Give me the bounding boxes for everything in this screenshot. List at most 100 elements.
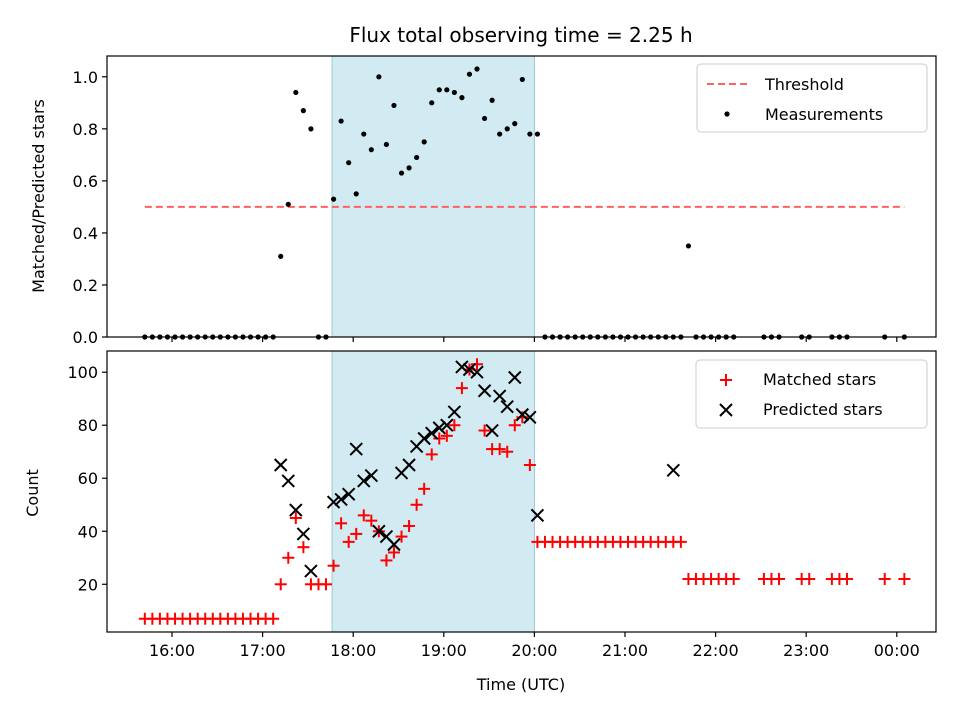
measurements-legend-swatch	[724, 111, 730, 117]
top-legend-box	[696, 63, 928, 133]
predicted-star-point	[455, 360, 469, 374]
x-tick-label: 18:00	[330, 641, 376, 660]
predicted-star-point	[425, 426, 439, 440]
matched-star-point	[674, 535, 687, 548]
measurement-point	[512, 121, 518, 127]
x-tick-label: 23:00	[783, 641, 829, 660]
predicted-star-point	[666, 463, 681, 477]
matched-legend-swatch	[720, 374, 732, 386]
predicted-star-point	[500, 399, 514, 414]
threshold-legend-label: Threshold	[764, 75, 844, 94]
predicted-star-point	[334, 492, 348, 507]
bottom-shaded-region	[331, 350, 535, 633]
measurement-point	[353, 191, 359, 197]
measurement-point	[383, 141, 390, 148]
matched-star-point	[342, 535, 355, 548]
x-tick-label: 19:00	[421, 641, 467, 660]
bottom-y-ticks: 20 40 60 80 100	[67, 363, 107, 594]
measurement-point	[436, 87, 442, 93]
matched-star-points	[138, 358, 911, 625]
measurement-point	[330, 196, 337, 202]
measurement-point	[481, 115, 488, 122]
predicted-star-point	[274, 458, 288, 472]
bottom-y-tick-label: 20	[78, 575, 98, 594]
measurement-point	[368, 147, 374, 153]
matched-star-point	[410, 498, 423, 511]
chart-title: Flux total observing time = 2.25 h	[349, 23, 692, 47]
matched-star-point	[327, 559, 340, 572]
matched-star-point	[727, 572, 740, 585]
matched-star-point	[425, 448, 438, 461]
measurement-point	[293, 89, 299, 96]
matched-star-point	[501, 445, 514, 458]
x-tick-label: 17:00	[240, 641, 286, 660]
matched-star-point	[274, 578, 287, 591]
predicted-star-point	[281, 474, 295, 488]
matched-star-point	[380, 554, 393, 567]
predicted-star-point	[349, 442, 363, 456]
bottom-x-ticks: 16:00 17:00 18:00 19:00 20:00 21:00 22:00 23:00…	[149, 632, 920, 660]
measurement-point	[361, 131, 367, 137]
predicted-star-point	[304, 564, 318, 578]
top-y-axis-label: Matched/Predicted stars	[29, 99, 48, 293]
bottom-y-axis-label: Count	[23, 469, 42, 517]
matched-star-point	[365, 514, 378, 527]
predicted-star-point	[326, 495, 341, 509]
top-legend: Threshold Measurements	[696, 63, 928, 133]
bottom-y-tick-label: 100	[67, 363, 98, 382]
measurement-point	[414, 154, 420, 161]
measurement-point	[451, 89, 457, 96]
matched-star-point	[493, 443, 506, 456]
matched-star-point	[448, 419, 461, 432]
predicted-star-point	[523, 410, 537, 424]
measurement-point	[278, 253, 284, 259]
predicted-star-point	[432, 421, 446, 435]
predicted-star-point	[372, 524, 386, 538]
matched-star-point	[418, 482, 431, 495]
measurement-point	[300, 108, 306, 114]
top-y-tick-label: 0.0	[73, 328, 98, 347]
predicted-star-point	[364, 468, 379, 483]
matched-star-point	[455, 382, 468, 395]
measurement-point	[444, 87, 450, 93]
predicted-star-point	[357, 474, 371, 488]
matched-star-point	[803, 572, 816, 585]
predicted-star-point	[477, 384, 492, 398]
matched-star-point	[440, 429, 453, 442]
predicted-star-point	[289, 503, 303, 517]
top-y-tick-label: 0.6	[73, 172, 98, 191]
matched-star-point	[320, 578, 333, 591]
matched-star-point	[898, 572, 911, 585]
x-axis-label: Time (UTC)	[476, 675, 565, 694]
measurement-point	[466, 71, 473, 77]
measurement-point	[346, 160, 352, 166]
measurement-point	[489, 97, 495, 103]
measurement-point	[504, 126, 510, 132]
matched-star-point	[840, 572, 853, 585]
matched-star-point	[403, 519, 416, 532]
predicted-star-point	[417, 431, 431, 446]
bottom-y-tick-label: 80	[78, 416, 98, 435]
matched-star-point	[508, 419, 521, 432]
top-x-ticks	[171, 337, 898, 342]
predicted-star-point	[296, 527, 311, 541]
predicted-star-point	[492, 389, 507, 403]
predicted-star-point	[447, 405, 462, 419]
x-tick-label: 20:00	[511, 641, 557, 660]
top-y-tick-label: 0.8	[73, 120, 98, 139]
measurement-point	[421, 139, 427, 145]
matched-legend-label: Matched stars	[763, 370, 876, 389]
x-tick-label: 21:00	[602, 641, 648, 660]
predicted-star-point	[402, 458, 416, 472]
measurement-point	[429, 100, 435, 106]
top-y-tick-label: 1.0	[73, 68, 98, 87]
top-panel-frame	[106, 55, 937, 338]
predicted-star-point	[387, 537, 401, 552]
predicted-star-point	[508, 370, 522, 385]
bottom-y-tick-label: 40	[78, 522, 98, 541]
bottom-panel-frame	[106, 350, 937, 633]
measurement-point	[406, 165, 412, 171]
measurement-points	[142, 66, 907, 340]
matched-star-point	[523, 458, 536, 471]
measurement-point	[685, 243, 692, 249]
